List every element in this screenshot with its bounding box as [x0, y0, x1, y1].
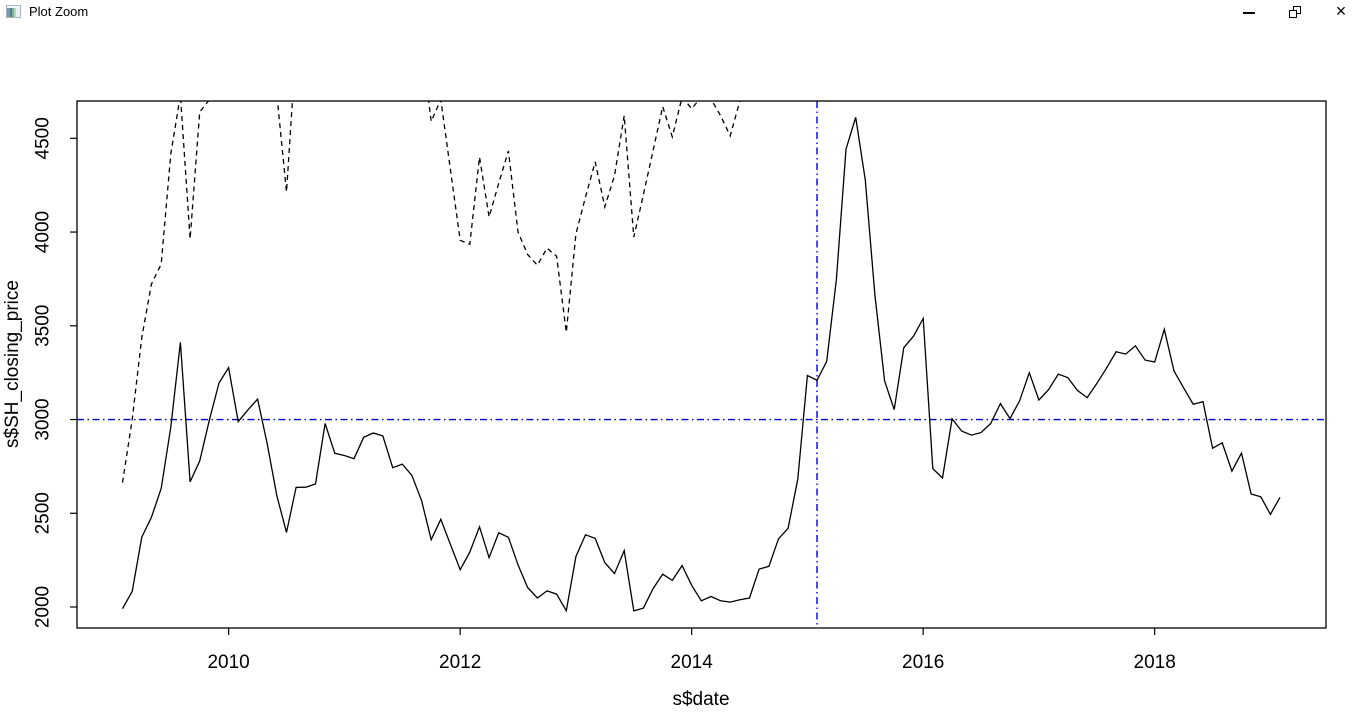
- y-tick-label: 3500: [33, 305, 54, 347]
- restore-button[interactable]: [1280, 0, 1310, 24]
- y-tick-label: 3000: [33, 398, 54, 440]
- restore-icon: [1289, 6, 1301, 18]
- x-tick-label: 2014: [671, 652, 714, 673]
- y-axis-label: s$SH_closing_price: [2, 280, 23, 448]
- plot-thumbnail-icon: [6, 5, 21, 18]
- minimize-button[interactable]: [1234, 0, 1264, 24]
- plot-canvas: 2010 2012 2014 2016 2018 2000 2500 3000 3500 4000…: [2, 100, 1327, 710]
- x-tick-label: 2018: [1134, 652, 1176, 673]
- y-tick-label: 4500: [33, 117, 54, 159]
- y-tick-label: 2500: [33, 492, 54, 534]
- series-line-dashed: [121, 101, 741, 483]
- window-titlebar[interactable]: Plot Zoom ×: [0, 0, 1366, 24]
- minimize-icon: [1243, 12, 1255, 14]
- window-title: Plot Zoom: [29, 4, 89, 19]
- plot-border-box: [76, 100, 1327, 629]
- x-tick-label: 2012: [439, 652, 481, 673]
- y-tick-label: 4000: [33, 211, 54, 253]
- x-tick-label: 2016: [902, 652, 944, 673]
- close-button[interactable]: ×: [1335, 1, 1347, 21]
- series-line-solid: [121, 117, 1281, 613]
- x-axis-label: s$date: [672, 689, 729, 710]
- y-tick-label: 2000: [33, 586, 54, 628]
- x-tick-label: 2010: [207, 652, 249, 673]
